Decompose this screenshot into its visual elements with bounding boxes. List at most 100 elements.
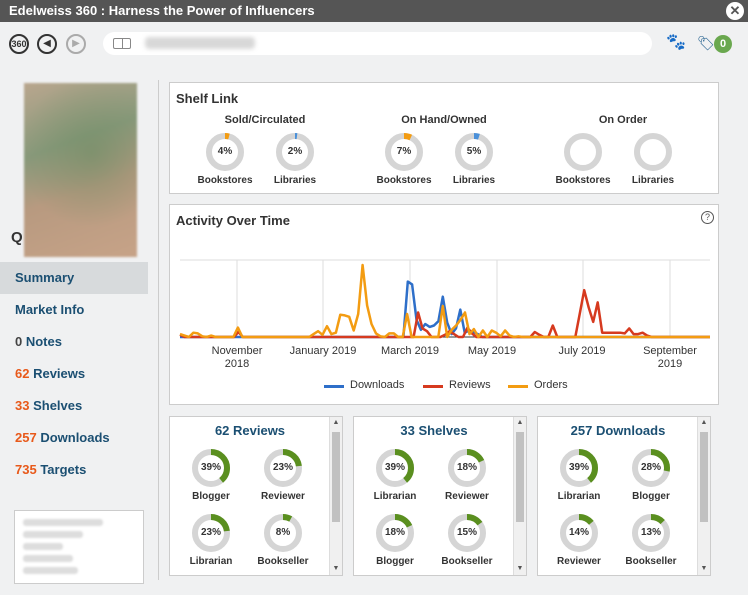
donut-label: Librarian — [557, 491, 601, 502]
sidebar-item-label: Market Info — [15, 302, 85, 317]
panel-scrollbar[interactable]: ▲ ▼ — [329, 417, 342, 575]
sidebar-item-targets[interactable]: 735 Targets — [0, 454, 148, 486]
donut-chart: 39% — [375, 448, 415, 488]
sidebar-item-summary[interactable]: Summary — [0, 262, 148, 294]
sidebar-item-market-info[interactable]: Market Info — [0, 294, 148, 326]
segment-donut: 15% Bookseller — [437, 513, 497, 567]
donut-arc — [206, 133, 244, 171]
donut-percent: 18% — [456, 462, 477, 473]
donut-chart: 39% — [559, 448, 599, 488]
sidebar-item-count: 62 — [15, 366, 30, 381]
scroll-down-arrow-icon[interactable]: ▼ — [700, 565, 708, 572]
close-icon[interactable]: ✕ — [726, 2, 744, 20]
scroll-thumb[interactable] — [700, 432, 708, 522]
scroll-thumb[interactable] — [516, 432, 524, 522]
scroll-up-arrow-icon[interactable]: ▲ — [332, 419, 340, 426]
donut-percent: 5% — [466, 146, 482, 157]
shelf-group-title: On Order — [598, 114, 648, 126]
donut-arc — [560, 514, 598, 552]
toolbar: 360 ◀ ▶ 🐾 🏷 0 — [0, 22, 748, 66]
shelf-donut: 7% Bookstores — [374, 132, 434, 186]
help-icon[interactable]: ? — [701, 211, 714, 224]
donut-arc — [560, 449, 598, 487]
sidebar-item-shelves[interactable]: 33 Shelves — [0, 390, 148, 422]
x-tick-label: March 2019 — [381, 345, 439, 357]
donut-chart: 14% — [559, 513, 599, 553]
panel-scrollbar[interactable]: ▲ ▼ — [513, 417, 526, 575]
segment-donut: 23% Librarian — [181, 513, 241, 567]
donut-chart: 2% — [275, 132, 315, 172]
donut-percent: 18% — [384, 527, 405, 538]
forward-arrow-icon[interactable]: ▶ — [66, 34, 86, 54]
legend-label[interactable]: Downloads — [350, 379, 405, 391]
x-tick-label: May 2019 — [468, 345, 516, 357]
donut-chart: 23% — [263, 448, 303, 488]
edelweiss-360-logo-icon[interactable]: 360 — [9, 34, 29, 54]
legend-label[interactable]: Reviews — [449, 379, 491, 391]
donut-arc — [264, 514, 302, 552]
donut-label: Bookseller — [441, 556, 493, 567]
donut-arc — [192, 449, 230, 487]
donut-track — [634, 133, 672, 171]
donut-arc — [448, 449, 486, 487]
donut-percent: 15% — [456, 527, 477, 538]
sidebar-divider — [158, 80, 159, 580]
sidebar-item-downloads[interactable]: 257 Downloads — [0, 422, 148, 454]
donut-arc — [632, 449, 670, 487]
donut-arc — [385, 133, 423, 171]
donut-label: Reviewer — [557, 556, 601, 567]
donut-arc — [192, 514, 230, 552]
x-tick-label: July 2019 — [558, 345, 605, 357]
sidebar-item-count: 0 — [15, 334, 23, 349]
scroll-thumb[interactable] — [332, 432, 340, 522]
tag-icon[interactable]: 🏷 — [697, 35, 715, 51]
shelf-donut: 4% Bookstores — [195, 132, 255, 186]
series-line-orders — [179, 263, 710, 339]
title-search-input[interactable] — [103, 32, 652, 55]
x-tick-label: November — [212, 345, 263, 357]
scroll-up-arrow-icon[interactable]: ▲ — [700, 419, 708, 426]
donut-percent — [563, 132, 603, 172]
contact-card — [14, 510, 144, 584]
downloads-panel: 257 Downloads 39% Librarian 28% Blogger 14% Re… — [537, 416, 711, 576]
sidebar-item-reviews[interactable]: 62 Reviews — [0, 358, 148, 390]
segment-donut: 13% Bookseller — [621, 513, 681, 567]
donut-label: Blogger — [192, 491, 230, 502]
donut-percent — [633, 132, 673, 172]
donut-label: Libraries — [452, 175, 496, 186]
donut-chart: 18% — [375, 513, 415, 553]
donut-percent: 39% — [384, 462, 405, 473]
donut-chart: 13% — [631, 513, 671, 553]
donut-label: Librarian — [373, 491, 417, 502]
donut-chart: 23% — [191, 513, 231, 553]
scroll-up-arrow-icon[interactable]: ▲ — [516, 419, 524, 426]
donut-percent: 28% — [640, 462, 661, 473]
scroll-down-arrow-icon[interactable]: ▼ — [516, 565, 524, 572]
segment-donut: 39% Librarian — [365, 448, 425, 502]
sidebar-nav: Summary Market Info 0 Notes 62 Reviews 33 Sh… — [0, 262, 148, 486]
donut-chart: 18% — [447, 448, 487, 488]
activity-title: Activity Over Time — [176, 213, 290, 228]
donut-chart: 4% — [205, 132, 245, 172]
legend-label[interactable]: Orders — [534, 379, 568, 391]
donut-arc — [264, 449, 302, 487]
donut-arc — [448, 514, 486, 552]
donut-percent: 39% — [568, 462, 589, 473]
scroll-down-arrow-icon[interactable]: ▼ — [332, 565, 340, 572]
paw-icon[interactable]: 🐾 — [666, 34, 686, 51]
window-titlebar: Edelweiss 360 : Harness the Power of Inf… — [0, 0, 748, 22]
back-arrow-icon[interactable]: ◀ — [37, 34, 57, 54]
sidebar-item-label: Summary — [15, 270, 75, 285]
panel-title: 33 Shelves — [400, 423, 468, 438]
legend-swatch — [508, 385, 528, 388]
donut-label: Bookstores — [197, 175, 253, 186]
panel-scrollbar[interactable]: ▲ ▼ — [697, 417, 710, 575]
book-icon — [113, 38, 131, 49]
sidebar-item-notes[interactable]: 0 Notes — [0, 326, 148, 358]
shelf-donut: Bookstores — [553, 132, 613, 186]
donut-chart: 28% — [631, 448, 671, 488]
donut-label: Bookstores — [376, 175, 432, 186]
x-tick-label: 2018 — [225, 358, 249, 370]
panel-title: 257 Downloads — [570, 423, 666, 438]
